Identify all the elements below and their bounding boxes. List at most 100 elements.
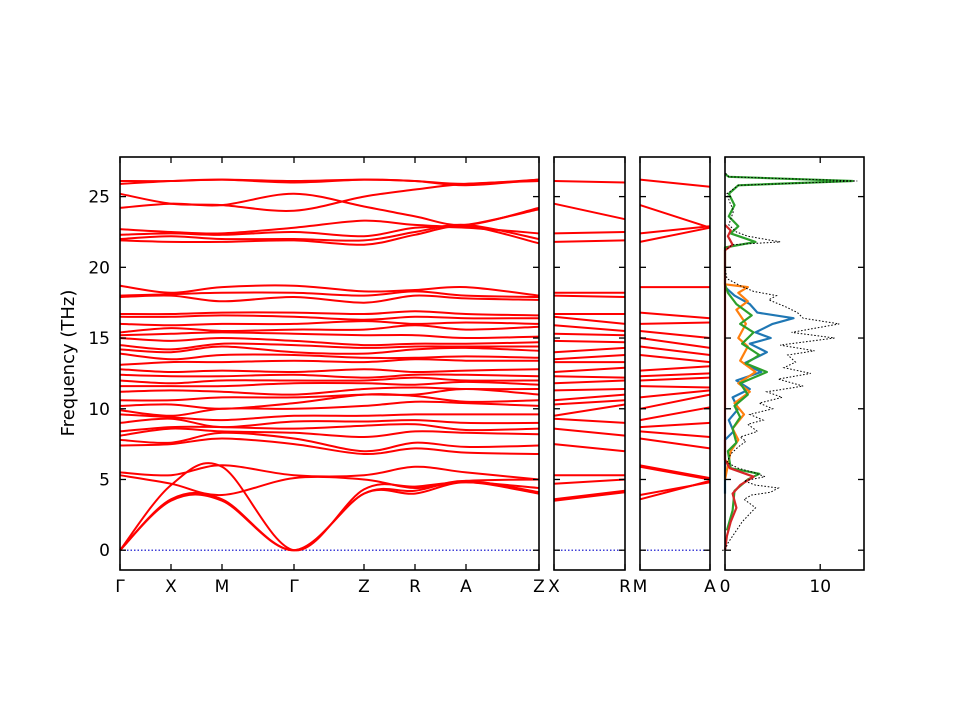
band-branch [639,226,711,243]
band-panel-frame [119,156,540,571]
band-branch [119,331,540,340]
band-branch [119,358,540,366]
band-branch [553,239,626,243]
band-branch [639,465,711,481]
band-branch [553,399,626,406]
band-branch [639,337,711,349]
band-branch [119,225,540,238]
band-branch [553,388,626,392]
axis-ticks [119,157,864,570]
band-branch [639,330,711,339]
band-branch [553,427,626,437]
band-branch [119,337,540,347]
dos-panel [722,172,858,551]
band-branch [639,389,711,399]
band-branch [553,202,626,221]
band-branch [639,481,711,496]
y-axis-label: Frequency (THz) [58,290,79,437]
band-branch [119,464,540,481]
band-branch [119,290,540,298]
y-tick-label: 10 [88,400,110,420]
band-branch [553,443,626,453]
band-branch [639,225,711,235]
band-branch [553,379,626,385]
band-branch [119,178,540,185]
band-branch [553,478,626,485]
band-branch [553,417,626,424]
band-branch [553,491,626,502]
band-branch [553,375,626,379]
band-branch [553,403,626,417]
dos-projection-line [723,173,854,531]
band-branch [553,324,626,332]
band-panel-frame [639,156,711,571]
band-branch [119,320,540,327]
band-branch [119,225,540,246]
band-branch [553,393,626,402]
high-symmetry-label: Z [358,577,370,597]
band-branch [119,400,540,417]
band-branch [120,380,540,388]
band-branch [553,231,626,235]
dos-projection-line [723,286,795,494]
band-branch [553,339,626,344]
band-branch [553,294,626,298]
high-symmetry-label: R [409,577,421,597]
band-branch [639,321,711,325]
band-branch [639,393,711,410]
high-symmetry-label: X [165,577,177,597]
high-symmetry-label: M [215,577,230,597]
band-branch [553,315,626,325]
y-tick-label: 25 [88,188,110,208]
band-branch [639,354,711,364]
band-branch [639,464,711,480]
high-symmetry-label: R [619,577,631,597]
band-branch [119,324,540,334]
y-tick-label: 5 [99,470,110,490]
band-branch [119,479,540,552]
band-branch [639,311,711,320]
band-branch [119,294,540,304]
high-symmetry-label: A [460,577,472,597]
band-branch [553,354,626,361]
band-branch [119,427,540,439]
band-branch [119,208,540,235]
high-symmetry-label: A [704,577,716,597]
high-symmetry-label: X [548,577,560,597]
panel-frames [119,156,865,571]
band-branch [553,489,626,501]
band-branch [553,180,626,184]
y-tick-label: 0 [99,541,110,561]
band-branch [119,342,539,351]
band-branch [119,431,540,453]
band-branch [639,345,711,356]
band-branch [639,437,711,450]
band-branch [119,368,540,374]
band-branch [119,284,540,297]
band-branch [119,481,540,552]
high-symmetry-label: Z [533,577,545,597]
band-branch [119,373,540,379]
band-branch [553,332,626,337]
band-branch [119,314,540,321]
band-branch [553,346,626,354]
band-branch [119,376,540,385]
y-tick-label: 20 [88,258,110,278]
band-branch [119,417,540,429]
band-branch [639,430,711,438]
band-branch [639,365,711,372]
dos-panel-frame [724,156,865,571]
band-branch [553,366,626,373]
band-branch [119,192,540,227]
band-branch [119,310,540,317]
dos-x-tick-label: 0 [720,577,731,597]
high-symmetry-label: M [633,577,648,597]
band-branch [119,352,540,361]
band-branch [119,393,540,410]
band-branch [639,376,711,382]
band-branch [639,204,711,229]
y-tick-label: 15 [88,329,110,349]
dos-x-tick-label: 10 [809,577,831,597]
